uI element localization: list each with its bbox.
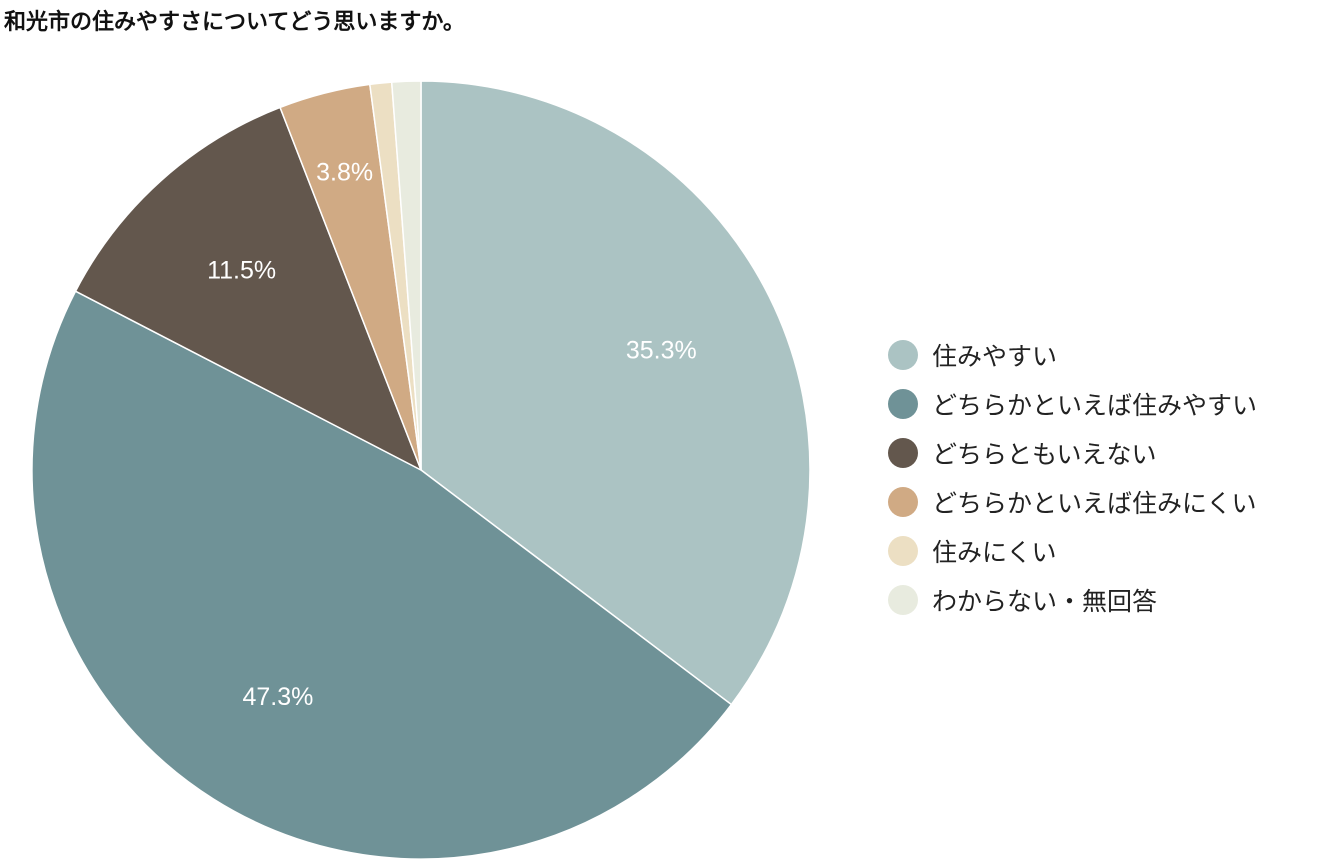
legend-label: どちらともいえない bbox=[932, 439, 1157, 469]
legend-item: 住みにくい bbox=[888, 526, 1257, 575]
legend-swatch bbox=[888, 388, 918, 419]
legend-swatch bbox=[888, 584, 918, 615]
pie-slice-1 bbox=[420, 80, 811, 706]
pie-data-label-2: 47.3% bbox=[242, 683, 313, 711]
legend-label: どちらかといえば住みやすい bbox=[932, 390, 1258, 420]
legend-item: どちらかといえば住みにくい bbox=[888, 477, 1257, 526]
pie-data-label-1: 35.3% bbox=[626, 336, 697, 364]
pie-chart: 35.3% 47.3% 11.5% 3.8% bbox=[31, 80, 811, 860]
legend-swatch bbox=[888, 486, 918, 517]
pie-slice-3 bbox=[74, 106, 423, 472]
legend-swatch bbox=[888, 339, 918, 370]
legend-item: 住みやすい bbox=[888, 330, 1257, 379]
legend-swatch bbox=[888, 437, 918, 468]
pie-slice-6 bbox=[390, 80, 422, 471]
legend-label: どちらかといえば住みにくい bbox=[932, 488, 1257, 518]
pie-data-label-4: 3.8% bbox=[316, 158, 373, 186]
legend-label: 住みにくい bbox=[932, 537, 1057, 567]
legend-item: どちらともいえない bbox=[888, 428, 1257, 477]
legend-item: どちらかといえば住みやすい bbox=[888, 379, 1257, 428]
legend-swatch bbox=[888, 535, 918, 566]
pie-slice-2 bbox=[31, 290, 733, 860]
legend-item: わからない・無回答 bbox=[888, 575, 1257, 624]
legend: 住みやすいどちらかといえば住みやすい どちらともいえないどちらかといえば住みにくい… bbox=[888, 330, 1257, 624]
chart-title: 和光市の住みやすさについてどう思いますか。 bbox=[4, 10, 465, 35]
legend-label: わからない・無回答 bbox=[932, 586, 1158, 616]
pie-data-label-3: 11.5% bbox=[207, 256, 276, 284]
legend-label: 住みやすい bbox=[932, 341, 1058, 371]
